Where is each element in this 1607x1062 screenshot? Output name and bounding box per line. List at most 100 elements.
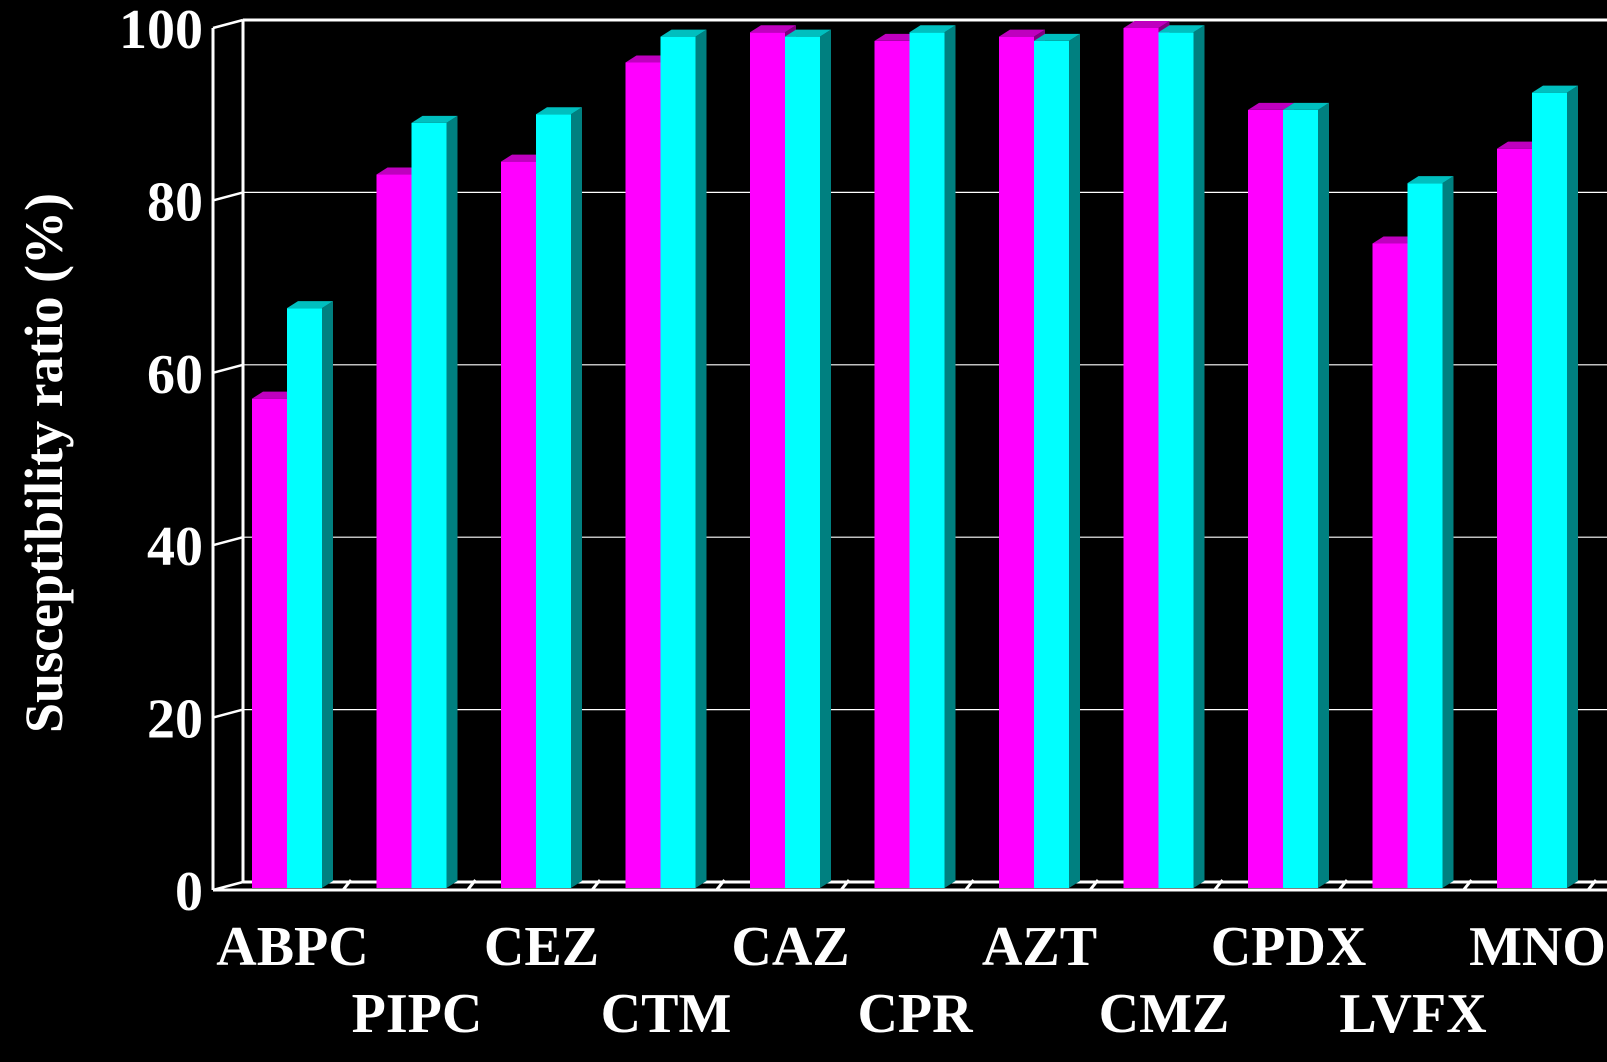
category-label: CAZ bbox=[731, 916, 849, 978]
y-depth-tick bbox=[212, 18, 244, 30]
bar-top bbox=[1372, 236, 1419, 244]
bar-front bbox=[536, 114, 571, 888]
bar-side bbox=[571, 107, 582, 888]
bar-top bbox=[909, 25, 956, 33]
bar-front bbox=[1034, 40, 1069, 889]
floor-divider bbox=[1088, 879, 1100, 891]
floor-divider bbox=[1213, 879, 1224, 891]
bar bbox=[785, 29, 831, 889]
floor-divider bbox=[839, 879, 851, 891]
bar-top bbox=[750, 25, 796, 33]
bar bbox=[660, 29, 707, 889]
bar-side bbox=[1069, 33, 1080, 889]
bar-front bbox=[1407, 183, 1443, 888]
bar-top bbox=[1123, 21, 1170, 28]
bar-front bbox=[1372, 243, 1408, 888]
bar-side bbox=[322, 301, 333, 888]
y-tick-labels: 0 20 40 60 80 100 bbox=[119, 0, 203, 923]
bar bbox=[909, 25, 956, 889]
bar-side bbox=[944, 25, 956, 889]
bar bbox=[1283, 102, 1329, 888]
bar bbox=[1034, 33, 1080, 889]
floor-divider bbox=[466, 879, 477, 891]
category-label: CPDX bbox=[1211, 916, 1367, 978]
bar-front bbox=[785, 36, 820, 889]
bar-side bbox=[1193, 25, 1205, 889]
bar-top bbox=[874, 33, 921, 41]
category-label: LVFX bbox=[1339, 983, 1486, 1045]
y-tick-label: 20 bbox=[147, 689, 203, 751]
bar-front bbox=[1497, 148, 1532, 888]
bar-side bbox=[820, 29, 831, 889]
bar-top bbox=[1158, 25, 1205, 33]
bar-top bbox=[1248, 102, 1294, 110]
floor-divider bbox=[964, 879, 975, 891]
bar-top bbox=[536, 107, 582, 115]
bar-front bbox=[1123, 28, 1159, 888]
bar-top bbox=[1497, 141, 1543, 149]
y-depth-tick bbox=[212, 535, 244, 547]
bar-top bbox=[252, 391, 298, 399]
bar-front bbox=[874, 40, 910, 889]
bar bbox=[1532, 85, 1578, 888]
bar-front bbox=[1532, 92, 1567, 888]
category-label: MNO bbox=[1469, 916, 1606, 978]
bar-front bbox=[750, 32, 785, 889]
bar-side bbox=[695, 29, 707, 889]
bar-front bbox=[411, 122, 447, 888]
category-label: CPR bbox=[857, 983, 973, 1045]
floor-divider bbox=[1586, 879, 1598, 891]
bar-top bbox=[660, 29, 707, 37]
bar-front bbox=[999, 36, 1034, 889]
floor-divider bbox=[590, 879, 602, 891]
bar-top bbox=[785, 29, 831, 37]
bar-side bbox=[1318, 102, 1329, 888]
bar-top bbox=[1283, 102, 1329, 110]
bars-layer bbox=[252, 21, 1578, 889]
bar-front bbox=[909, 32, 945, 889]
floor-divider bbox=[1462, 879, 1473, 891]
bar-front bbox=[625, 62, 661, 889]
bar bbox=[287, 301, 333, 888]
bar-front bbox=[1283, 109, 1318, 888]
y-tick-label: 100 bbox=[119, 0, 203, 61]
floor-divider bbox=[715, 879, 726, 891]
bar bbox=[536, 107, 582, 888]
y-axis-title: Susceptibility ratio (%) bbox=[14, 193, 74, 733]
bar-front bbox=[376, 174, 412, 889]
category-label: PIPC bbox=[352, 983, 483, 1045]
bar-top bbox=[287, 301, 333, 309]
category-label: ABPC bbox=[216, 916, 368, 978]
bar bbox=[411, 115, 458, 888]
bar-side bbox=[446, 115, 458, 888]
bar-front bbox=[287, 308, 322, 888]
bar-top bbox=[501, 154, 547, 162]
category-label: CTM bbox=[601, 983, 732, 1045]
y-tick-label: 60 bbox=[147, 344, 203, 406]
y-depth-tick bbox=[212, 191, 244, 202]
bar-top bbox=[999, 29, 1045, 37]
bar-front bbox=[1158, 32, 1194, 889]
bar-top bbox=[625, 55, 672, 63]
bar-front bbox=[252, 398, 287, 888]
bar-front bbox=[1248, 109, 1283, 888]
bar-front bbox=[660, 36, 696, 889]
bar bbox=[1158, 25, 1205, 889]
category-label: CEZ bbox=[484, 916, 599, 978]
floor-divider bbox=[341, 879, 353, 891]
y-depth-tick bbox=[212, 708, 244, 719]
category-label: AZT bbox=[982, 916, 1097, 978]
bar-top bbox=[1407, 176, 1454, 184]
bar-top bbox=[1532, 85, 1578, 93]
y-depth-tick bbox=[212, 363, 244, 375]
y-tick-label: 40 bbox=[147, 516, 203, 578]
bar-front bbox=[501, 161, 536, 889]
bar-top bbox=[411, 115, 458, 123]
bar-top bbox=[1034, 33, 1080, 41]
bar-side bbox=[1442, 176, 1454, 888]
bar-side bbox=[1567, 85, 1578, 888]
bar bbox=[1407, 176, 1454, 888]
